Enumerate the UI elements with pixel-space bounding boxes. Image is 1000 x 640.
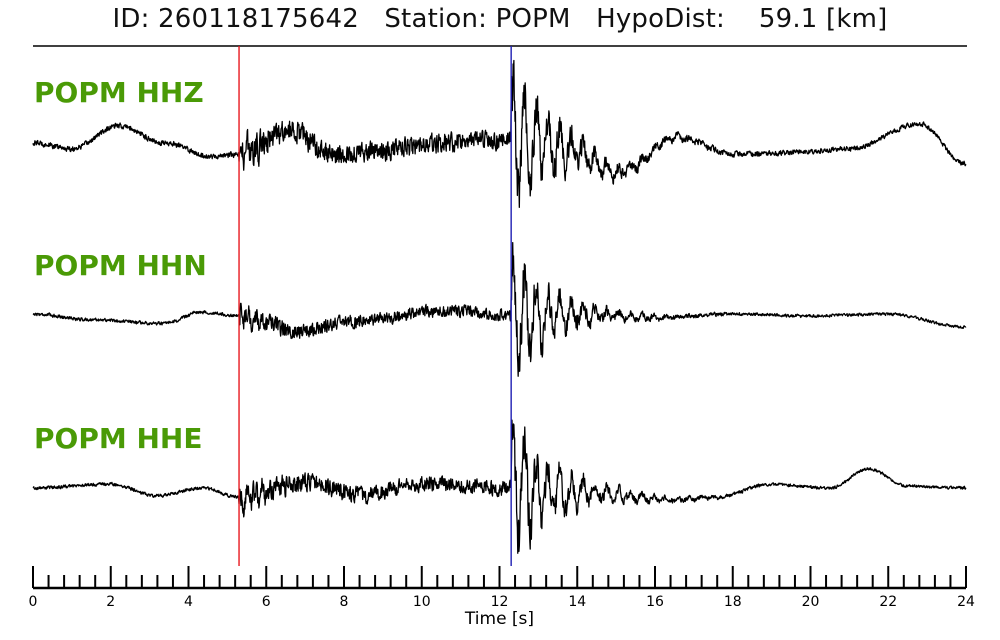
hypodist-label: HypoDist: [596, 4, 725, 34]
tick-label: 4 [184, 594, 193, 610]
waveform-hhz [32, 59, 967, 208]
station-code: POPM [495, 4, 571, 34]
trace-group: POPM HHZ POPM HHN POPM HHE [32, 59, 967, 554]
waveform-hhe [32, 419, 967, 554]
tick-label: 0 [29, 594, 38, 610]
waveform-hhn [32, 241, 967, 377]
tick-label: 24 [957, 594, 975, 610]
trace-label-hhn: POPM HHN [34, 249, 207, 282]
id-label: ID: [112, 4, 150, 34]
station-label: Station: [384, 4, 488, 34]
plot-title: ID: 260118175642 Station: POPM HypoDist:… [0, 4, 1000, 34]
trace-label-hhz: POPM HHZ [34, 76, 204, 109]
x-axis-label: Time [s] [464, 609, 534, 629]
tick-label: 22 [879, 594, 897, 610]
tick-label: 20 [802, 594, 820, 610]
tick-label: 16 [646, 594, 664, 610]
trace-label-hhe: POPM HHE [34, 422, 202, 455]
tick-label: 14 [568, 594, 586, 610]
tick-label: 8 [340, 594, 349, 610]
tick-label: 6 [262, 594, 271, 610]
tick-label: 10 [413, 594, 431, 610]
hypodist-unit: [km] [826, 4, 888, 34]
hypodist-value: 59.1 [758, 4, 818, 34]
pick-lines [238, 46, 512, 566]
tick-label: 2 [106, 594, 115, 610]
event-id: 260118175642 [158, 4, 359, 34]
tick-label: 18 [724, 594, 742, 610]
tick-label: 12 [491, 594, 509, 610]
